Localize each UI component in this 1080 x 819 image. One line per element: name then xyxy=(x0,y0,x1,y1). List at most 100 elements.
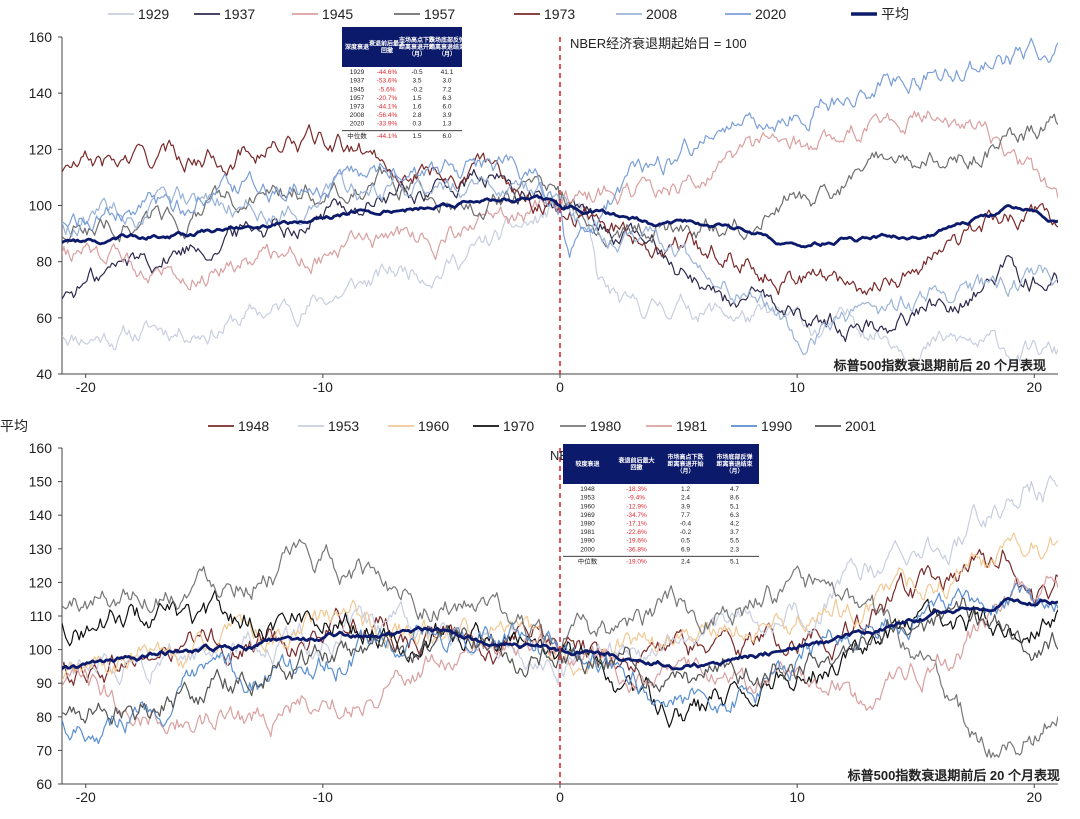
inset-table: 深度衰退衰退前后最大回撤市场高点下跌距离衰退开始（月）市场底部反弹距离衰退结束（… xyxy=(342,27,466,140)
x-tick-label: -20 xyxy=(76,789,96,805)
chart-2: 60 70 80 90 100 110 120 130 140 150 160 -20 -10 0 10 20… xyxy=(0,418,1060,805)
legend-label: 1981 xyxy=(676,418,707,434)
table-cell: 6.3 xyxy=(730,512,739,519)
table-cell: 3.7 xyxy=(730,529,739,536)
y-tick-label: 60 xyxy=(36,310,52,326)
table-cell: 3.9 xyxy=(442,112,451,119)
table-cell: 1980 xyxy=(580,521,595,528)
y-tick-label: 120 xyxy=(29,574,53,590)
table-cell: 1981 xyxy=(580,529,595,536)
table-cell: 5.5 xyxy=(730,538,739,545)
table-cell: 1953 xyxy=(580,495,595,502)
table-cell: 7.2 xyxy=(442,86,451,93)
y-tick-label: 80 xyxy=(36,254,52,270)
y-tick-label: 150 xyxy=(29,474,53,490)
table-header-cell: 市场高点下跌距离衰退开始（月） xyxy=(399,36,436,58)
table-cell: -0.4 xyxy=(680,521,692,528)
table-median-cell: -44.1% xyxy=(377,133,398,140)
table-cell: -9.4% xyxy=(628,495,645,502)
table-header-cell: 市场高点下跌距离衰退开始（月） xyxy=(667,453,704,475)
table-cell: 1957 xyxy=(350,95,365,102)
table-cell: -34.7% xyxy=(626,512,647,519)
table-cell: 1973 xyxy=(350,104,365,111)
table-cell: 1945 xyxy=(350,86,365,93)
table-median-cell: 中位数 xyxy=(347,131,367,140)
table-cell: 4.2 xyxy=(730,521,739,528)
table-header-cell: 衰退前后最大回撤 xyxy=(617,457,654,472)
x-tick-label: -10 xyxy=(313,789,333,805)
y-tick-label: 140 xyxy=(29,507,53,523)
table-header-bg xyxy=(563,444,759,484)
plot-area xyxy=(62,37,1058,372)
table-cell: -17.1% xyxy=(626,521,647,528)
x-tick-label: 10 xyxy=(789,379,805,395)
table-median-cell: 中位数 xyxy=(578,556,598,565)
table-median-cell: 2.4 xyxy=(681,558,690,565)
x-tick-label: -10 xyxy=(313,379,333,395)
table-header-cell: 衰退前后最大回撤 xyxy=(368,40,405,55)
table-cell: -5.6% xyxy=(379,86,396,93)
table-cell: 2008 xyxy=(350,112,365,119)
table-cell: 1.2 xyxy=(681,486,690,493)
table-cell: 2.4 xyxy=(681,495,690,502)
table-cell: 4.7 xyxy=(730,486,739,493)
y-tick-label: 80 xyxy=(36,709,52,725)
legend-label: 平均 xyxy=(0,418,28,434)
legend-label: 1980 xyxy=(590,418,621,434)
y-tick-label: 160 xyxy=(29,440,53,456)
y-tick-label: 70 xyxy=(36,742,52,758)
table-cell: 8.6 xyxy=(730,495,739,502)
table-header-bg xyxy=(342,27,462,67)
table-cell: -19.6% xyxy=(626,538,647,545)
y-tick-label: 140 xyxy=(29,85,53,101)
table-median-cell: 1.5 xyxy=(412,133,421,140)
y-tick-label: 40 xyxy=(36,366,52,382)
legend-label: 1948 xyxy=(238,418,269,434)
table-cell: -12.9% xyxy=(626,503,647,510)
table-cell: 1960 xyxy=(580,503,595,510)
table-cell: 2.3 xyxy=(730,546,739,553)
y-tick-label: 60 xyxy=(36,776,52,792)
x-tick-label: -20 xyxy=(76,379,96,395)
table-header-cell: 市场底部反弹距离衰退结束（月） xyxy=(429,36,466,58)
legend-label: 1957 xyxy=(424,6,455,22)
table-cell: -56.4% xyxy=(377,112,398,119)
table-cell: 1.6 xyxy=(412,104,421,111)
table-cell: -33.9% xyxy=(377,121,398,128)
table-cell: -53.6% xyxy=(377,78,398,85)
table-cell: -0.2 xyxy=(411,86,423,93)
x-tick-label: 20 xyxy=(1026,379,1042,395)
x-tick-label: 20 xyxy=(1026,789,1042,805)
x-tick-label: 10 xyxy=(789,789,805,805)
y-tick-label: 90 xyxy=(36,675,52,691)
y-tick-label: 100 xyxy=(29,198,53,214)
table-cell: 0.3 xyxy=(412,121,421,128)
table-cell: -36.8% xyxy=(626,546,647,553)
table-cell: 3.9 xyxy=(681,503,690,510)
chart-footnote: 标普500指数衰退期前后 20 个月表现 xyxy=(847,768,1060,783)
table-median-cell: 5.1 xyxy=(730,558,739,565)
table-header-cell: 较度衰退 xyxy=(575,460,599,468)
series-line-平均 xyxy=(62,194,1058,249)
table-cell: 2020 xyxy=(350,121,365,128)
legend-label: 1937 xyxy=(224,6,255,22)
table-cell: 6.9 xyxy=(681,546,690,553)
table-cell: 7.7 xyxy=(681,512,690,519)
table-cell: 1.3 xyxy=(442,121,451,128)
y-tick-label: 120 xyxy=(29,141,53,157)
table-cell: 1990 xyxy=(580,538,595,545)
table-cell: 0.5 xyxy=(681,538,690,545)
table-cell: -0.2 xyxy=(680,529,692,536)
table-cell: 1929 xyxy=(350,69,365,76)
x-tick-label: 0 xyxy=(556,379,564,395)
table-header-cell: 市场底部反弹距离衰退结束（月） xyxy=(716,453,753,475)
table-cell: 3.0 xyxy=(442,78,451,85)
table-cell: -18.3% xyxy=(626,486,647,493)
table-cell: 1969 xyxy=(580,512,595,519)
table-cell: -22.6% xyxy=(626,529,647,536)
table-header-cell: 深度衰退 xyxy=(345,43,369,51)
table-cell: 3.5 xyxy=(412,78,421,85)
table-cell: 1937 xyxy=(350,78,365,85)
